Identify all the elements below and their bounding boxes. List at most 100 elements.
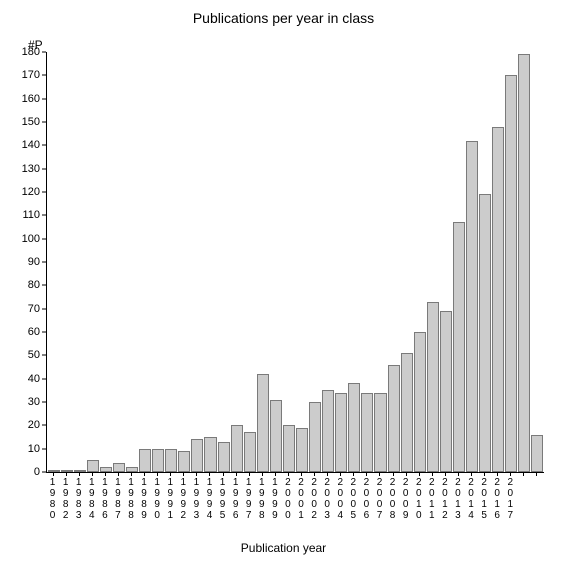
chart-container: Publications per year in class #P 010203… [0, 0, 567, 567]
x-tick-label: 1983 [72, 474, 85, 521]
y-tick-label: 150 [22, 116, 40, 128]
y-tick-label: 120 [22, 186, 40, 198]
x-tick-label: 2012 [438, 474, 451, 521]
x-tick-label: 2003 [321, 474, 334, 521]
bar [309, 402, 321, 472]
x-tick-label: 2001 [294, 474, 307, 521]
y-tick-label: 0 [34, 466, 40, 478]
bar [296, 428, 308, 472]
bar [518, 54, 530, 472]
bar [126, 467, 138, 472]
bar [505, 75, 517, 472]
y-tick-label: 140 [22, 139, 40, 151]
bar [414, 332, 426, 472]
bar [48, 470, 60, 472]
y-tick-label: 160 [22, 93, 40, 105]
y-tick-label: 180 [22, 46, 40, 58]
x-tick-label: 1984 [85, 474, 98, 521]
y-tick-label: 110 [22, 209, 40, 221]
x-tick-label: 1990 [151, 474, 164, 521]
x-tick-label: 1998 [255, 474, 268, 521]
bar [322, 390, 334, 472]
y-tick-label: 90 [28, 256, 40, 268]
bar [178, 451, 190, 472]
x-tick-label: 2005 [347, 474, 360, 521]
x-tick-label: 2007 [373, 474, 386, 521]
x-tick-label: 1999 [268, 474, 281, 521]
bar [165, 449, 177, 472]
x-tick-label: 1991 [164, 474, 177, 521]
x-tick-label: 2016 [491, 474, 504, 521]
chart-title: Publications per year in class [0, 10, 567, 26]
x-tick-label: 1989 [138, 474, 151, 521]
x-tick-label [530, 474, 543, 521]
x-tick-label: 2014 [465, 474, 478, 521]
x-tick-label: 2004 [334, 474, 347, 521]
bars [47, 52, 544, 472]
bar [74, 470, 86, 472]
bar [257, 374, 269, 472]
x-tick-label: 1988 [124, 474, 137, 521]
y-tick-label: 70 [28, 303, 40, 315]
x-tick-label: 2011 [425, 474, 438, 521]
bar [100, 467, 112, 472]
x-tick-label: 1994 [203, 474, 216, 521]
bar [231, 425, 243, 472]
x-tick-label: 2002 [308, 474, 321, 521]
y-tick-label: 100 [22, 233, 40, 245]
bar [427, 302, 439, 472]
plot-area [46, 52, 544, 473]
bar [244, 432, 256, 472]
x-tick-label: 1980 [46, 474, 59, 521]
x-tick-label: 2009 [399, 474, 412, 521]
bar [139, 449, 151, 472]
bar [466, 141, 478, 472]
bar [374, 393, 386, 472]
x-tick-label: 1996 [229, 474, 242, 521]
y-tick-label: 10 [28, 443, 40, 455]
x-tick-label [517, 474, 530, 521]
y-tick-label: 80 [28, 279, 40, 291]
bar [218, 442, 230, 472]
bar [531, 435, 543, 472]
x-tick-label: 2006 [360, 474, 373, 521]
bar [479, 194, 491, 472]
x-tick-label: 2008 [386, 474, 399, 521]
bar [270, 400, 282, 472]
x-tick-label: 1995 [216, 474, 229, 521]
x-tick-label: 1993 [190, 474, 203, 521]
x-tick-label: 2013 [451, 474, 464, 521]
y-tick-label: 170 [22, 69, 40, 81]
bar [361, 393, 373, 472]
x-tick-label: 1986 [98, 474, 111, 521]
x-tick-label: 2000 [281, 474, 294, 521]
x-axis-ticks: 1980198219831984198619871988198919901991… [46, 474, 543, 521]
y-tick-label: 40 [28, 373, 40, 385]
bar [191, 439, 203, 472]
y-tick-label: 20 [28, 419, 40, 431]
bar [113, 463, 125, 472]
bar [348, 383, 360, 472]
y-tick-label: 50 [28, 349, 40, 361]
bar [440, 311, 452, 472]
x-tick-label: 1982 [59, 474, 72, 521]
bar [453, 222, 465, 472]
x-tick-label: 1997 [242, 474, 255, 521]
bar [152, 449, 164, 472]
bar [492, 127, 504, 472]
bar [204, 437, 216, 472]
x-tick-label: 1987 [111, 474, 124, 521]
x-axis-label: Publication year [0, 541, 567, 555]
y-axis-ticks: 0102030405060708090100110120130140150160… [0, 52, 46, 472]
x-tick-label: 2015 [478, 474, 491, 521]
bar [388, 365, 400, 472]
x-tick-label: 2017 [504, 474, 517, 521]
bar [401, 353, 413, 472]
bar [335, 393, 347, 472]
x-tick-label: 2010 [412, 474, 425, 521]
bar [283, 425, 295, 472]
x-tick-label: 1992 [177, 474, 190, 521]
y-tick-label: 30 [28, 396, 40, 408]
y-tick-label: 130 [22, 163, 40, 175]
bar [87, 460, 99, 472]
